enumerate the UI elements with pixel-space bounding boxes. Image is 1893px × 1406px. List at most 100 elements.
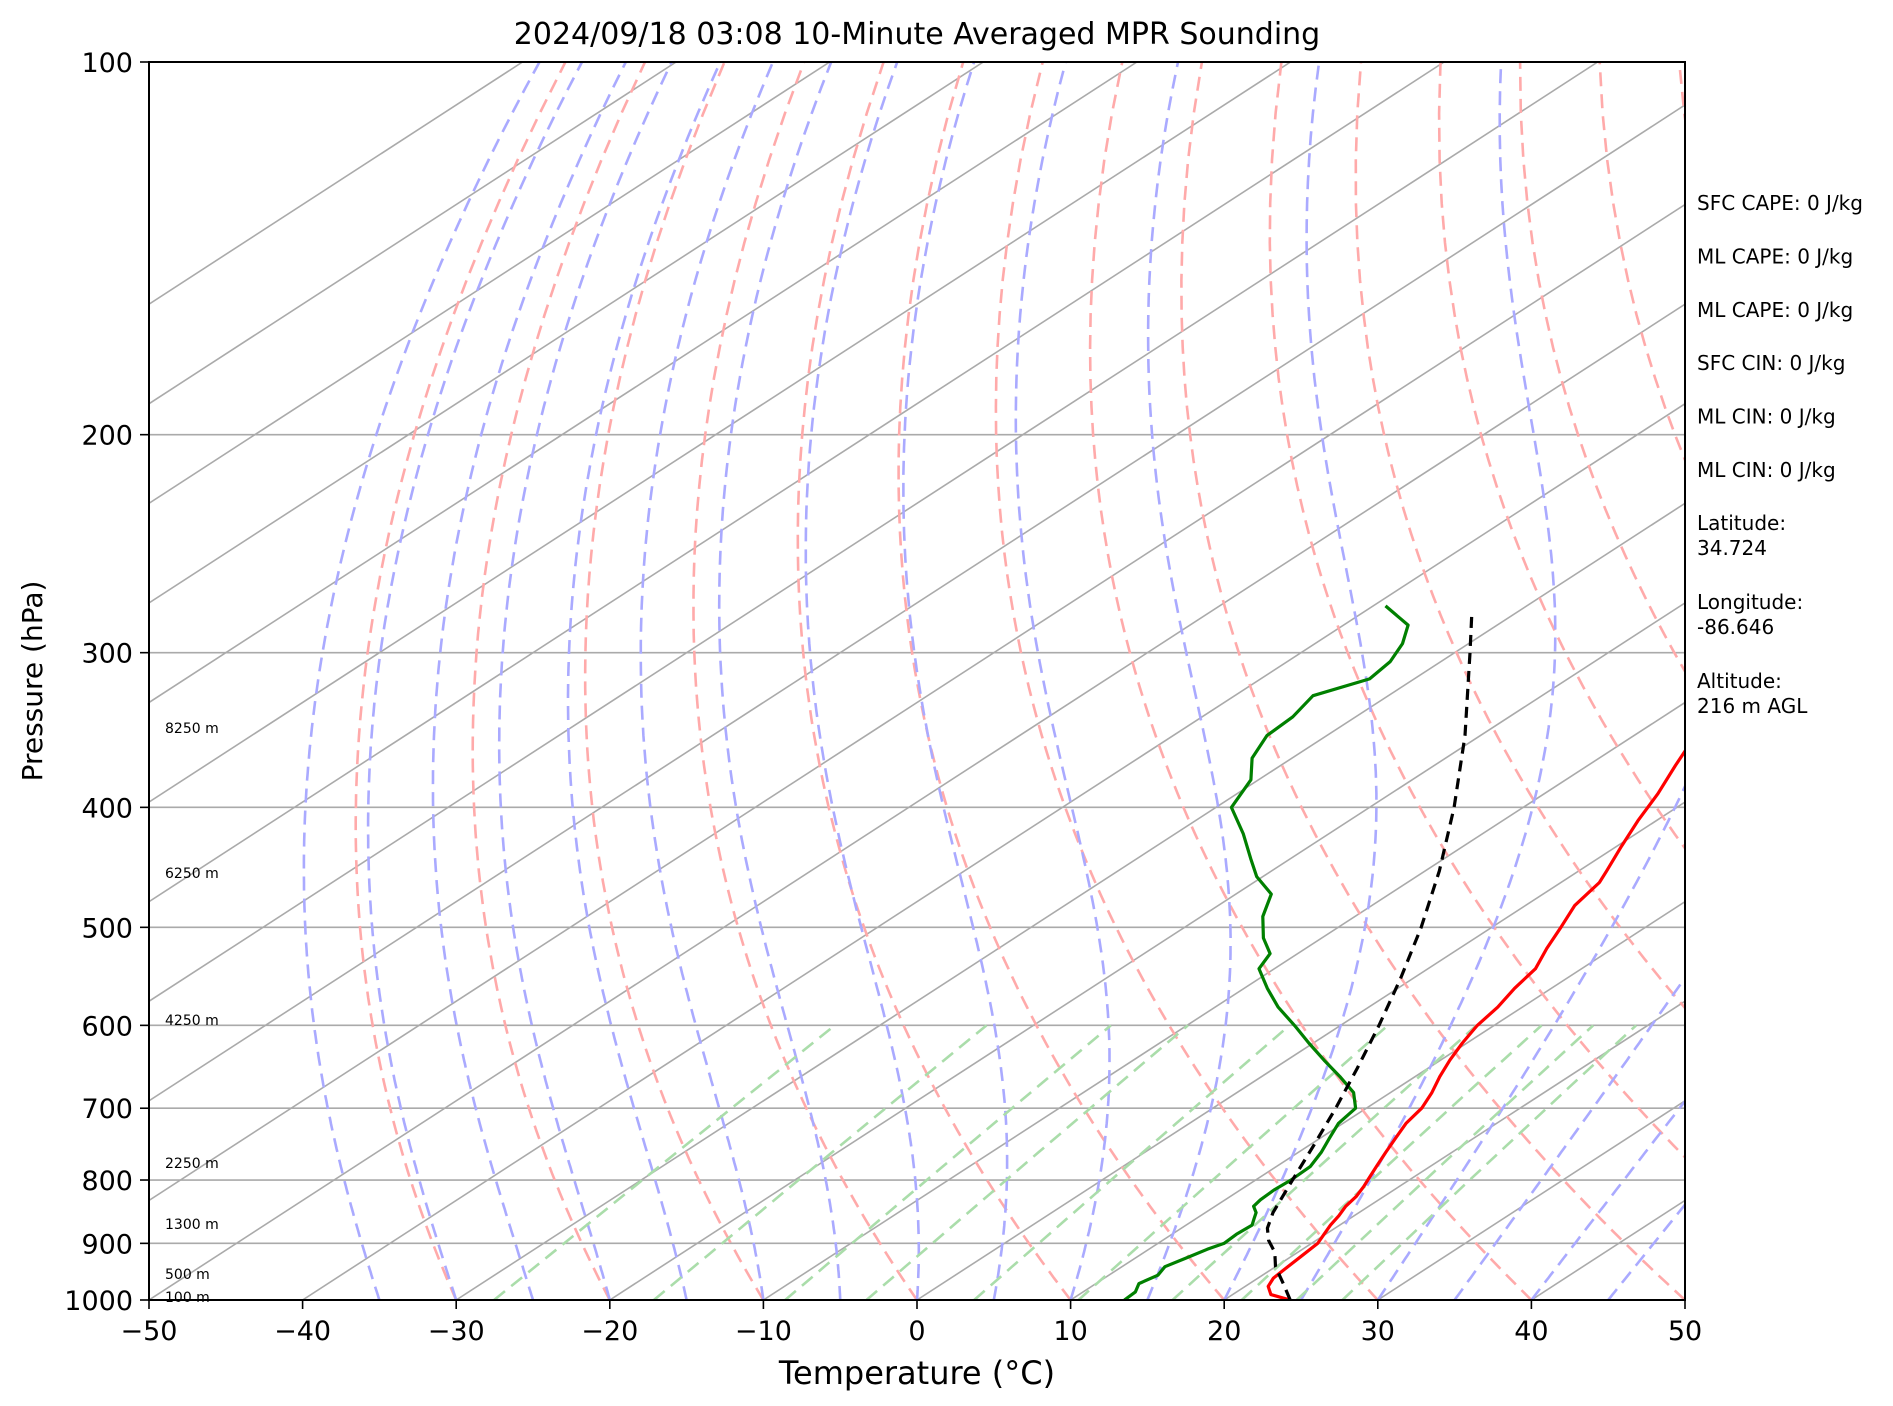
dry-adiabat-line — [471, 62, 647, 1300]
location-value: 34.724 — [1697, 536, 1767, 560]
height-labels: 8250 m 6250 m 4250 m 2250 m 1300 m 500 m 100 m — [165, 721, 219, 1306]
mixing-ratio-line — [1295, 1024, 1595, 1300]
stat-line: ML CIN: 0 J/kg — [1697, 405, 1836, 429]
dry-adiabat-line — [1354, 62, 1685, 1010]
mixing-ratio-line — [1077, 1024, 1389, 1300]
isotherm-line — [149, 62, 523, 306]
y-tick-label: 500 — [81, 913, 133, 944]
dry-adiabat-line — [994, 62, 1379, 1300]
height-label: 1300 m — [165, 1217, 219, 1233]
moist-adiabat-line — [1299, 62, 1557, 1300]
height-label: 100 m — [165, 1290, 210, 1306]
dry-adiabat-line — [354, 62, 567, 1300]
y-tick-label: 800 — [81, 1166, 133, 1197]
mixing-ratio-line — [653, 1024, 988, 1300]
x-tick-label: 10 — [1053, 1316, 1087, 1347]
chart-title: 2024/09/18 03:08 10-Minute Averaged MPR … — [514, 17, 1320, 52]
moist-adiabat-line — [497, 62, 673, 1300]
moist-adiabat-line — [366, 62, 584, 1300]
dry-adiabat-line — [1518, 62, 1685, 674]
moist-adiabat-line — [1376, 783, 1685, 1300]
isotherm-line — [149, 62, 1599, 1003]
y-axis-ticks: 100 200 300 400 500 600 700 800 900 1000 — [64, 48, 149, 1317]
moist-adiabat-line — [1146, 62, 1232, 1300]
y-tick-label: 600 — [81, 1011, 133, 1042]
mixing-ratio-line — [1171, 1024, 1478, 1300]
isotherm-line — [916, 801, 1685, 1300]
sounding-profiles — [1123, 604, 1685, 1300]
height-label: 8250 m — [165, 721, 219, 737]
mixing-ratio-line — [865, 1024, 1189, 1300]
x-tick-label: −30 — [428, 1316, 485, 1347]
isotherm-line — [149, 203, 1685, 1202]
y-tick-label: 900 — [81, 1229, 133, 1260]
mixing-ratio-line — [1341, 1024, 1637, 1300]
y-tick-label: 200 — [81, 421, 133, 452]
dry-adiabat-line — [1268, 62, 1685, 1160]
mixing-ratio-line — [1240, 1024, 1543, 1300]
isotherm-line — [302, 402, 1685, 1300]
x-tick-label: −50 — [121, 1316, 178, 1347]
isobar-grid — [149, 433, 1685, 1245]
dewpoint-profile-line — [1123, 604, 1410, 1300]
height-label: 6250 m — [165, 866, 219, 882]
x-tick-label: 30 — [1361, 1316, 1395, 1347]
isotherm-line — [149, 62, 831, 505]
parcel-profile-line — [1265, 613, 1474, 1300]
stat-line: SFC CIN: 0 J/kg — [1697, 351, 1845, 375]
isotherm-line — [149, 303, 1685, 1300]
dry-adiabat-line — [796, 62, 1072, 1300]
height-label: 2250 m — [165, 1156, 219, 1172]
moist-adiabat-line — [1530, 1099, 1685, 1300]
location-value: -86.646 — [1697, 615, 1774, 639]
y-tick-label: 1000 — [64, 1286, 133, 1317]
location-label: Longitude: — [1697, 590, 1803, 614]
location-label: Altitude: — [1697, 669, 1782, 693]
dry-adiabat-line — [1088, 62, 1533, 1300]
y-axis-label: Pressure (hPa) — [16, 581, 49, 782]
stat-line: ML CAPE: 0 J/kg — [1697, 244, 1853, 268]
isotherm-line — [149, 62, 1445, 903]
height-label: 4250 m — [165, 1013, 219, 1029]
y-tick-label: 400 — [81, 793, 133, 824]
stat-line: SFC CAPE: 0 J/kg — [1697, 191, 1863, 215]
isotherm-line — [149, 104, 1685, 1102]
moist-adiabat-lines — [302, 62, 1685, 1300]
x-tick-label: 40 — [1514, 1316, 1548, 1347]
moist-adiabat-line — [639, 62, 775, 1300]
moist-adiabat-line — [902, 62, 1009, 1300]
x-tick-label: −40 — [274, 1316, 331, 1347]
isotherm-line — [149, 62, 984, 604]
moist-adiabat-line — [1014, 62, 1111, 1300]
isotherm-line — [149, 62, 677, 405]
isotherm-line — [609, 601, 1685, 1300]
location-label: Latitude: — [1697, 511, 1786, 535]
moist-adiabat-line — [804, 62, 921, 1300]
plot-frame — [148, 61, 1686, 1301]
isotherm-line — [149, 62, 1291, 804]
isotherm-line — [1223, 1000, 1685, 1300]
x-tick-label: 50 — [1668, 1316, 1702, 1347]
moist-adiabat-line — [1223, 62, 1378, 1300]
stat-line: ML CIN: 0 J/kg — [1697, 458, 1836, 482]
mixing-ratio-line — [784, 1024, 1112, 1300]
background-reference-lines — [149, 62, 1685, 1300]
mixing-ratio-line — [973, 1024, 1291, 1300]
height-label: 500 m — [165, 1267, 210, 1283]
moist-adiabat-line — [302, 62, 541, 1300]
temperature-profile-line — [1266, 748, 1685, 1300]
moist-adiabat-line — [566, 62, 722, 1300]
mixing-ratio-lines — [493, 1024, 1637, 1300]
y-tick-label: 100 — [81, 48, 133, 79]
isotherm-lines — [149, 62, 1685, 1300]
x-axis-ticks: −50 −40 −30 −20 −10 0 10 20 30 40 50 — [121, 1300, 1702, 1347]
y-tick-label: 300 — [81, 639, 133, 670]
isotherm-line — [455, 502, 1685, 1300]
dry-adiabat-line — [692, 62, 919, 1300]
dry-adiabat-line — [583, 62, 765, 1300]
x-tick-label: 20 — [1207, 1316, 1241, 1347]
moist-adiabat-line — [717, 62, 842, 1300]
location-value: 216 m AGL — [1697, 694, 1808, 718]
x-axis-label: Temperature (°C) — [778, 1354, 1055, 1392]
